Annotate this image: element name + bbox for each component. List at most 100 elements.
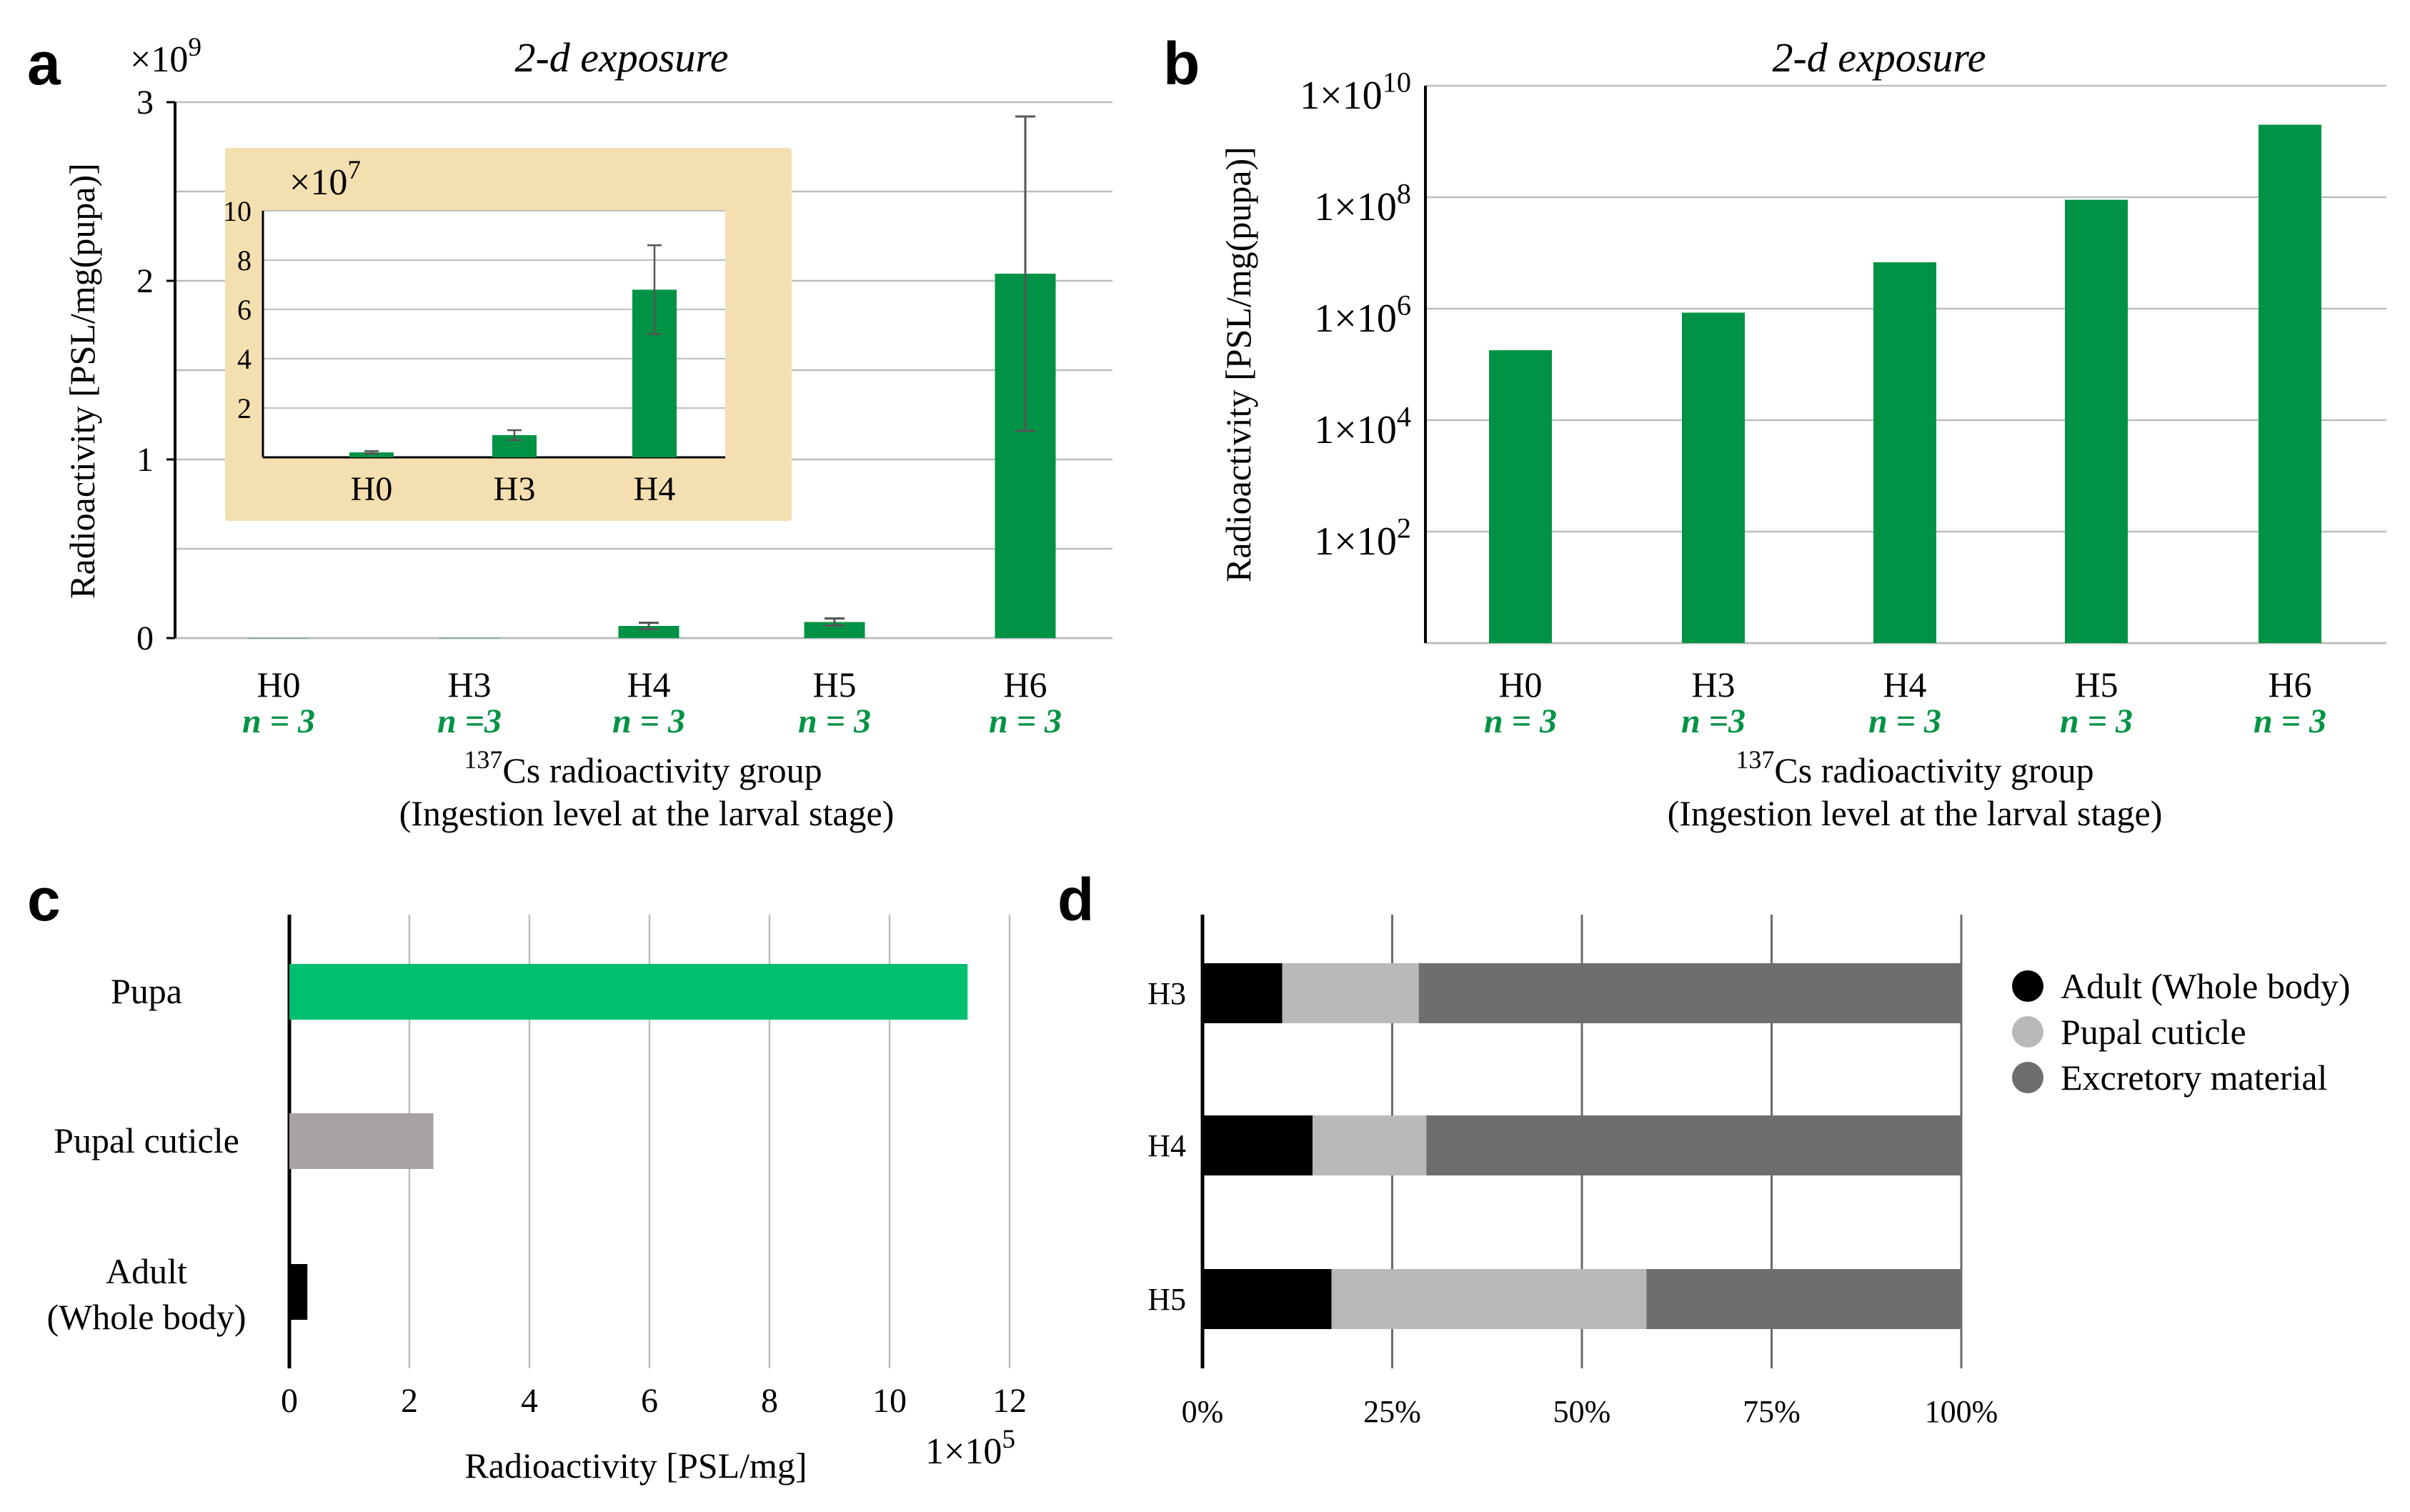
x-tick-label: 6 (641, 1382, 658, 1420)
bar-H0 (1489, 350, 1552, 643)
bar-segment-H4-excretory (1426, 1115, 1961, 1175)
y-tick-label: 1×104 (1314, 400, 1411, 452)
x-tick-label: H3 (1691, 665, 1735, 705)
inset-y-tick-label: 8 (237, 244, 252, 277)
x-tick-label: 0% (1182, 1394, 1224, 1429)
x-axis-label: 137Cs radioactivity group (1736, 745, 2093, 790)
x-scale-label: 1×105 (925, 1425, 1015, 1472)
legend-label: Excretory material (2061, 1058, 2327, 1098)
n-label: n = 3 (798, 702, 871, 740)
x-axis-label-line2: (Ingestion level at the larval stage) (399, 793, 895, 833)
y-tick-label-base: 1×10 (1300, 74, 1383, 118)
inset-chart: 2 4 6 8 10 ×107 H0 H3 H4 (223, 148, 792, 521)
n-label: n =3 (1681, 702, 1746, 740)
x-axis-label-sup: 137 (464, 745, 502, 774)
inset-x-tick-label: H3 (494, 470, 536, 508)
x-tick-label: 25% (1363, 1394, 1421, 1429)
bar-pupal-cuticle (289, 1113, 434, 1169)
panel-label-c: c (27, 866, 61, 933)
bar-segment-H4-adult (1202, 1115, 1313, 1175)
inset-scale-label-base: ×10 (289, 162, 347, 203)
x-tick-label: H5 (812, 665, 856, 705)
inset-scale-label: ×107 (289, 156, 361, 203)
bar-segment-H3-pupal (1282, 963, 1419, 1023)
y-tick-label: (Whole body) (46, 1297, 246, 1337)
bar-pupa (289, 964, 968, 1020)
x-tick-label: 4 (521, 1382, 538, 1420)
x-tick-label: H0 (1498, 665, 1542, 705)
bar-adult-whole-body- (289, 1264, 308, 1320)
y-tick-label: 2 (136, 262, 154, 300)
y-tick-label-base: 1×10 (1314, 297, 1397, 341)
panel-label-a: a (27, 30, 61, 97)
x-scale-label-base: 1×10 (925, 1431, 1002, 1472)
inset-y-tick-label: 2 (237, 392, 252, 424)
bar-segment-H5-excretory (1646, 1269, 1961, 1329)
y-tick-label: H5 (1147, 1282, 1186, 1317)
x-tick-label: 8 (761, 1382, 778, 1420)
x-tick-label: H4 (1883, 665, 1926, 705)
bar-H5 (804, 622, 865, 638)
legend-marker (2012, 1016, 2043, 1048)
x-tick-label: 100% (1925, 1394, 1998, 1429)
y-tick-label: Adult (106, 1251, 187, 1291)
chart-title: 2-d exposure (514, 34, 728, 81)
inset-scale-label-exp: 7 (347, 156, 361, 185)
inset-y-tick-label: 10 (223, 195, 252, 227)
bar-H0 (248, 637, 309, 639)
x-axis-label: Radioactivity [PSL/mg] (464, 1446, 807, 1486)
x-tick-label: 2 (401, 1382, 418, 1420)
y-tick-label: 1×102 (1314, 512, 1411, 564)
panel-label-b: b (1163, 30, 1200, 97)
x-axis-label-sup: 137 (1736, 745, 1774, 774)
x-axis-label: 137Cs radioactivity group (464, 745, 822, 790)
y-tick-label-exp: 2 (1397, 512, 1411, 544)
x-tick-label: H0 (257, 665, 300, 705)
y-axis-label: Radioactivity [PSL/mg(pupa)] (1218, 146, 1258, 582)
y-axis-label: Radioactivity [PSL/mg(pupa)] (62, 163, 102, 599)
bar-H3 (439, 637, 500, 639)
panel-d: 0% 25% 50% 75% 100% H3 H4 H5 Adult (Whole body) P… (1147, 915, 2350, 1429)
legend-label: Adult (Whole body) (2061, 966, 2350, 1006)
n-label: n = 3 (1868, 702, 1941, 740)
x-tick-label: 0 (281, 1382, 298, 1420)
bar-H4 (618, 626, 679, 638)
y-tick-label: 1 (136, 441, 154, 479)
x-axis-label-main: Cs radioactivity group (502, 750, 822, 790)
bar-segment-H5-adult (1202, 1269, 1332, 1329)
legend-marker (2012, 970, 2043, 1002)
inset-y-tick-label: 4 (237, 343, 252, 375)
bar-H6 (2259, 124, 2321, 643)
y-scale-label-base: ×10 (130, 39, 188, 80)
bar-segment-H5-pupal (1331, 1269, 1647, 1329)
bar-H3 (1682, 312, 1745, 643)
y-scale-label: ×109 (130, 33, 201, 80)
bar-H4 (1873, 262, 1936, 643)
x-axis-label-main: Cs radioactivity group (1774, 750, 2093, 790)
x-tick-label: 12 (992, 1382, 1027, 1420)
x-tick-label: 10 (872, 1382, 907, 1420)
x-tick-label: 75% (1743, 1394, 1801, 1429)
n-label: n = 3 (989, 702, 1062, 740)
panel-label-d: d (1057, 866, 1094, 933)
y-tick-label-exp: 10 (1383, 66, 1411, 98)
y-tick-label-exp: 8 (1397, 177, 1411, 209)
chart-title: 2-d exposure (1772, 34, 1986, 81)
y-tick-label: 3 (136, 84, 154, 121)
x-tick-label: H3 (447, 665, 491, 705)
n-label: n = 3 (612, 702, 685, 740)
n-label: n = 3 (2060, 702, 2133, 740)
y-tick-label: 0 (136, 620, 154, 657)
n-label: n =3 (437, 702, 502, 740)
y-tick-label: Pupal cuticle (54, 1120, 239, 1160)
y-tick-label: H4 (1147, 1128, 1186, 1163)
bar-segment-H3-adult (1202, 963, 1283, 1023)
panel-c: 0 2 4 6 8 10 12 Radioactivity [PSL/mg] 1×105 Pupa… (46, 915, 1027, 1486)
x-axis-label-line2: (Ingestion level at the larval stage) (1668, 793, 2163, 833)
y-tick-label-base: 1×10 (1314, 185, 1397, 229)
y-tick-label: H3 (1147, 976, 1186, 1011)
y-scale-label-exp: 9 (188, 33, 201, 62)
bar-H5 (2065, 199, 2128, 643)
